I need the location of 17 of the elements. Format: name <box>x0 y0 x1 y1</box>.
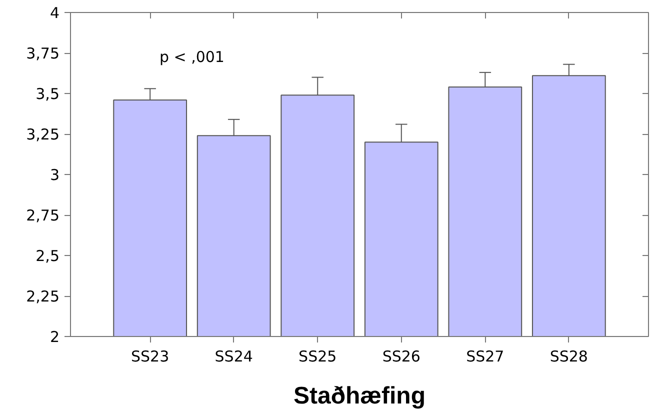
y-tick-label: 4 <box>50 4 60 22</box>
x-tick-label: SS26 <box>382 348 420 366</box>
annotation: p < ,001 <box>159 48 224 66</box>
x-tick-label: SS24 <box>214 348 253 366</box>
x-tick-label: SS23 <box>131 348 170 366</box>
y-tick-label: 2,25 <box>26 288 60 306</box>
y-tick-label: 3,5 <box>36 85 60 103</box>
y-tick-label: 2,5 <box>36 247 60 265</box>
x-axis-title: Staðhæfing <box>294 382 426 410</box>
x-tick-label: SS25 <box>298 348 337 366</box>
y-tick-label: 3,75 <box>26 44 60 62</box>
y-tick-label: 3 <box>50 166 60 184</box>
y-tick-label: 2 <box>50 328 60 346</box>
y-tick-label: 3,25 <box>26 126 60 144</box>
x-tick-label: SS28 <box>550 348 588 366</box>
x-tick-label: SS27 <box>466 348 504 366</box>
y-tick-label: 2,75 <box>26 206 60 224</box>
